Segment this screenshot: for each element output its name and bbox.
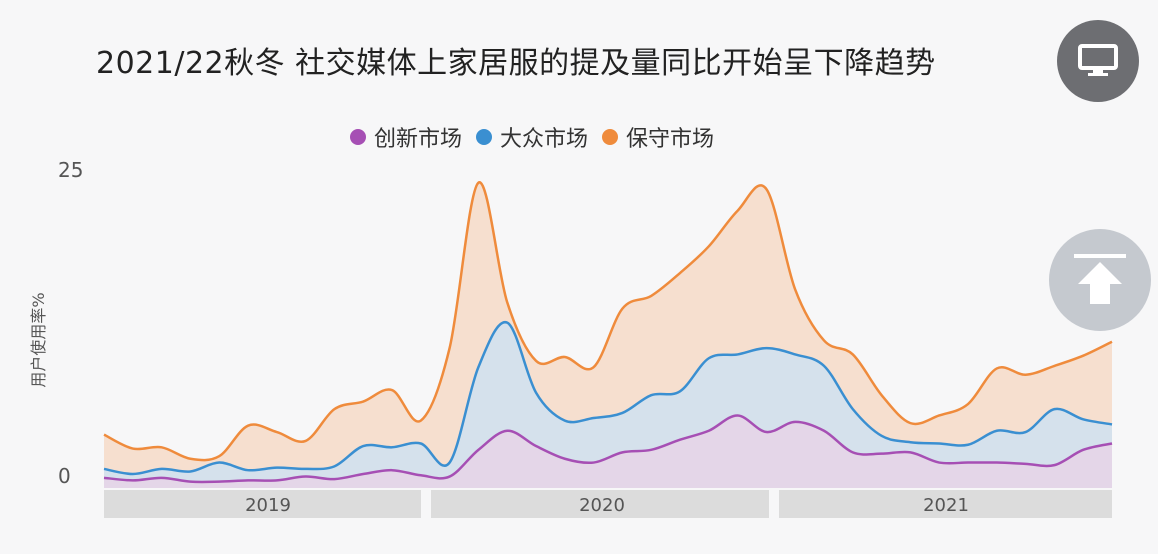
y-axis-label: 用户使用率% (29, 292, 48, 387)
arrow-up-icon (1074, 254, 1126, 304)
legend-item-conservative[interactable]: 保守市场 (602, 121, 714, 153)
legend-label-conservative: 保守市场 (626, 127, 715, 152)
y-tick-label-bottom: 0 (58, 464, 71, 488)
series-lines (103, 181, 1113, 484)
axes: 25 0 用户使用率% (29, 158, 83, 488)
area-layers (104, 182, 1112, 488)
back-to-top-button[interactable] (1049, 229, 1151, 331)
year-label-2019: 2019 (245, 495, 291, 516)
year-band-2021 (779, 490, 1112, 518)
area-conservative (104, 182, 1112, 488)
year-band-2019 (104, 490, 421, 518)
legend-marker-conservative (602, 129, 619, 145)
year-band-2020 (431, 490, 769, 518)
monitor-button[interactable] (1057, 20, 1139, 102)
line-innovation (103, 414, 1113, 484)
legend-item-mass[interactable]: 大众市场 (476, 121, 588, 153)
x-axis-year-bands: 2019 2020 2021 (104, 490, 1112, 518)
year-label-2021: 2021 (923, 495, 969, 516)
line-mass (103, 321, 1113, 476)
legend-label-innovation: 创新市场 (374, 127, 463, 152)
legend-marker-mass (476, 129, 493, 145)
area-mass (104, 322, 1112, 488)
legend-item-innovation[interactable]: 创新市场 (350, 121, 462, 153)
chart-title: 2021/22秋冬 社交媒体上家居服的提及量同比开始呈下降趋势 (96, 46, 936, 81)
line-conservative (103, 181, 1113, 462)
area-innovation (104, 415, 1112, 488)
year-label-2020: 2020 (579, 495, 625, 516)
y-tick-label-top: 25 (58, 158, 83, 182)
legend-marker-innovation (350, 129, 366, 145)
legend-label-mass: 大众市场 (500, 127, 589, 152)
monitor-icon (1078, 44, 1118, 76)
legend: 创新市场 大众市场 保守市场 (350, 121, 714, 153)
